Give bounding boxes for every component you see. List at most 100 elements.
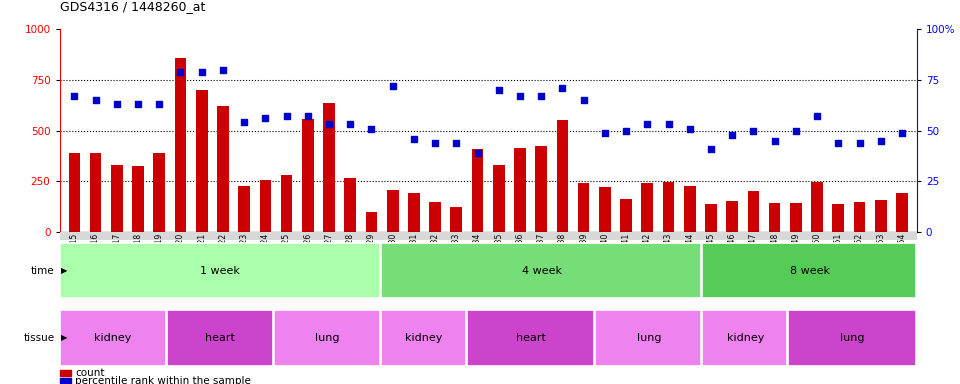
Bar <box>706 204 717 232</box>
Bar <box>450 207 462 232</box>
Point <box>109 101 125 107</box>
Point <box>300 113 316 119</box>
Bar <box>60 370 71 376</box>
Bar <box>620 199 632 232</box>
Point <box>597 129 612 136</box>
Text: GSM949141: GSM949141 <box>621 233 631 279</box>
Text: kidney: kidney <box>727 333 764 343</box>
Bar <box>684 185 696 232</box>
Point <box>830 140 846 146</box>
Bar <box>280 175 293 232</box>
Bar <box>853 202 865 232</box>
Bar <box>467 310 594 366</box>
Text: GSM949124: GSM949124 <box>261 233 270 279</box>
Point <box>343 121 358 127</box>
Point <box>639 121 655 127</box>
Bar <box>875 200 887 232</box>
Bar <box>324 103 335 232</box>
Point <box>66 93 82 99</box>
Text: GSM949131: GSM949131 <box>409 233 419 279</box>
Point <box>555 85 570 91</box>
Bar <box>381 243 702 298</box>
Text: GSM949140: GSM949140 <box>600 233 610 279</box>
Text: heart: heart <box>205 333 235 343</box>
Bar <box>196 90 207 232</box>
Point <box>131 101 146 107</box>
Bar <box>381 310 466 366</box>
Text: GSM949125: GSM949125 <box>282 233 291 279</box>
Bar <box>238 185 250 232</box>
Bar <box>790 203 802 232</box>
Point <box>257 115 273 121</box>
Text: GSM949126: GSM949126 <box>303 233 312 279</box>
Text: GSM949121: GSM949121 <box>197 233 206 279</box>
Point <box>852 140 867 146</box>
Text: time: time <box>31 266 55 276</box>
Point <box>152 101 167 107</box>
Bar <box>60 232 917 240</box>
Bar <box>366 212 377 232</box>
Bar <box>811 182 823 232</box>
Text: GSM949135: GSM949135 <box>494 233 503 279</box>
Bar <box>748 190 759 232</box>
Bar <box>217 106 228 232</box>
Bar <box>60 310 166 366</box>
Text: GDS4316 / 1448260_at: GDS4316 / 1448260_at <box>60 0 204 13</box>
Point <box>492 87 507 93</box>
Text: percentile rank within the sample: percentile rank within the sample <box>75 376 251 384</box>
Bar <box>832 204 844 232</box>
Text: tissue: tissue <box>24 333 55 343</box>
Text: GSM949115: GSM949115 <box>70 233 79 279</box>
Point <box>385 83 400 89</box>
Point <box>322 121 337 127</box>
Bar <box>515 148 526 232</box>
Text: GSM949128: GSM949128 <box>346 233 355 279</box>
Point <box>513 93 528 99</box>
Bar <box>578 184 589 232</box>
Bar <box>896 193 908 232</box>
Bar <box>68 153 81 232</box>
Bar <box>557 120 568 232</box>
Text: GSM949132: GSM949132 <box>431 233 440 279</box>
Text: GSM949147: GSM949147 <box>749 233 757 279</box>
Text: lung: lung <box>315 333 340 343</box>
Text: GSM949152: GSM949152 <box>855 233 864 279</box>
Point <box>364 126 379 132</box>
Text: GSM949137: GSM949137 <box>537 233 545 279</box>
Bar <box>111 165 123 232</box>
Point <box>576 97 591 103</box>
Point <box>746 127 761 134</box>
Bar <box>727 201 738 232</box>
Bar <box>471 149 484 232</box>
Point <box>194 68 209 74</box>
Text: GSM949138: GSM949138 <box>558 233 567 279</box>
Text: 4 week: 4 week <box>521 266 562 276</box>
Point <box>767 137 782 144</box>
Bar <box>132 166 144 232</box>
Text: heart: heart <box>516 333 546 343</box>
Text: GSM949142: GSM949142 <box>643 233 652 279</box>
Bar <box>387 190 398 232</box>
Text: lung: lung <box>840 333 865 343</box>
Point <box>215 66 230 73</box>
Point <box>725 132 740 138</box>
Point <box>682 126 697 132</box>
Text: GSM949145: GSM949145 <box>707 233 715 279</box>
Point <box>236 119 252 126</box>
Text: GSM949148: GSM949148 <box>770 233 780 279</box>
Bar <box>167 310 273 366</box>
Text: GSM949151: GSM949151 <box>834 233 843 279</box>
Text: GSM949144: GSM949144 <box>685 233 694 279</box>
Text: GSM949119: GSM949119 <box>155 233 164 279</box>
Point <box>534 93 549 99</box>
Text: GSM949118: GSM949118 <box>133 233 142 279</box>
Point <box>660 121 676 127</box>
Point <box>895 129 910 136</box>
Bar <box>154 153 165 232</box>
Text: GSM949134: GSM949134 <box>473 233 482 279</box>
Point <box>279 113 295 119</box>
Bar <box>595 310 702 366</box>
Text: GSM949149: GSM949149 <box>791 233 801 279</box>
Text: GSM949139: GSM949139 <box>579 233 588 279</box>
Text: kidney: kidney <box>94 333 132 343</box>
